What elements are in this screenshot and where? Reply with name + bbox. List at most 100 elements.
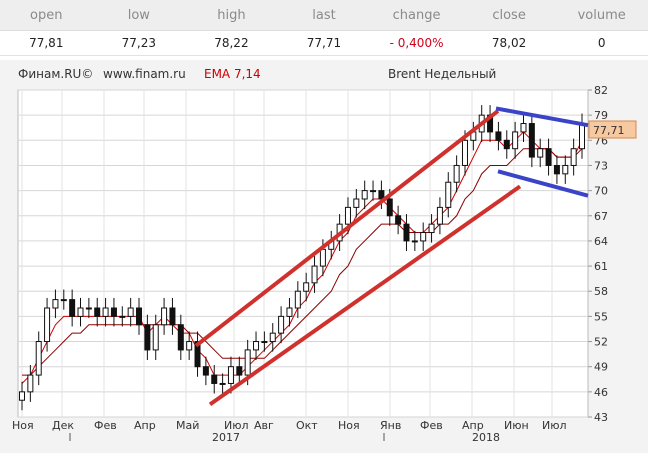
- candle-body: [370, 190, 377, 193]
- chart-source-label: Финам.RU©: [18, 67, 93, 81]
- candle-body: [236, 366, 243, 376]
- candle-body: [386, 198, 393, 217]
- candle-body: [219, 382, 226, 385]
- candle-body: [495, 131, 502, 141]
- candle-body: [453, 164, 460, 183]
- x-tick-label: Апр: [134, 419, 156, 432]
- y-tick-label: 73: [594, 159, 608, 172]
- quote-table: open low high last change close volume 7…: [0, 0, 648, 56]
- x-tick-label: Ноя: [338, 419, 360, 432]
- chart-title: Brent Недельный: [388, 67, 496, 81]
- candle-body: [161, 307, 168, 326]
- trend-channels: [194, 106, 589, 407]
- candle-body: [169, 307, 176, 326]
- candle-body: [579, 123, 585, 150]
- header-low: low: [92, 0, 186, 31]
- y-tick-label: 46: [594, 386, 608, 399]
- candle-body: [52, 299, 59, 309]
- candle-body: [503, 139, 510, 150]
- candle-body: [177, 324, 184, 351]
- candle-body: [395, 215, 402, 225]
- candle-body: [403, 223, 410, 242]
- candle-body: [294, 290, 301, 309]
- x-tick-label: Июл: [542, 419, 567, 432]
- candle-body: [378, 190, 385, 200]
- x-tick-label: Июл: [224, 419, 249, 432]
- value-close: 78,02: [462, 30, 556, 56]
- x-tick-label: Янв: [380, 419, 401, 432]
- candle-body: [69, 299, 76, 317]
- value-open: 77,81: [0, 30, 93, 56]
- header-volume: volume: [555, 0, 648, 31]
- candle-body: [85, 307, 92, 310]
- header-change: change: [370, 0, 463, 31]
- value-volume: 0: [555, 30, 648, 56]
- candle-body: [44, 307, 51, 343]
- value-high: 78,22: [185, 30, 278, 56]
- y-tick-label: 61: [594, 260, 608, 273]
- chart-area: Финам.RU© www.finam.ru EMA 7,14 Brent Не…: [0, 60, 648, 453]
- y-tick-label: 52: [594, 336, 608, 349]
- x-tick-label: Май: [176, 419, 199, 432]
- plot-area: [17, 89, 589, 418]
- candle-body: [211, 374, 218, 384]
- y-tick-label: 64: [594, 235, 608, 248]
- last-price-box: [588, 120, 637, 139]
- x-tick-label: Июн: [504, 419, 529, 432]
- candle-body: [411, 240, 418, 243]
- candle-body: [77, 307, 84, 317]
- candle-body: [19, 391, 25, 401]
- y-tick-label: 55: [594, 310, 608, 323]
- header-high: high: [185, 0, 278, 31]
- header-open: open: [0, 0, 93, 31]
- candle-body: [545, 148, 552, 166]
- candle-body: [136, 307, 143, 326]
- ema-line: [22, 148, 583, 376]
- upper-flag-line: [495, 106, 589, 128]
- header-last: last: [277, 0, 371, 31]
- chart-site-label: www.finam.ru: [103, 67, 186, 81]
- y-tick-label: 49: [594, 361, 608, 374]
- candle-body: [202, 366, 209, 376]
- lower-flag-line: [497, 169, 589, 198]
- candle-body: [361, 190, 368, 200]
- candle-body: [194, 341, 201, 368]
- upper-channel-line: [194, 109, 500, 348]
- value-change: - 0,400%: [370, 30, 463, 56]
- candle-body: [278, 315, 285, 334]
- y-tick-label: 58: [594, 285, 608, 298]
- last-price-label: 77,71: [593, 124, 625, 137]
- x-tick-label: Окт: [296, 419, 318, 432]
- candle-body: [428, 223, 435, 234]
- candle-body: [102, 307, 109, 317]
- candle-body: [512, 131, 519, 150]
- last-price-marker: 77,71: [588, 120, 637, 139]
- candle-body: [303, 282, 310, 292]
- y-tick-label: 82: [594, 84, 608, 97]
- y-tick-label: 43: [594, 411, 608, 424]
- candle-body: [353, 198, 360, 208]
- candle-body: [261, 341, 268, 344]
- candle-body: [461, 139, 468, 166]
- candle-body: [537, 148, 544, 158]
- candle-body: [110, 307, 117, 317]
- candle-body: [35, 341, 42, 376]
- candle-body: [319, 248, 326, 267]
- price-chart: Финам.RU© www.finam.ru EMA 7,14 Brent Не…: [12, 67, 637, 444]
- x-tick-label: Дек: [52, 419, 74, 432]
- x-tick-label: Апр: [462, 419, 484, 432]
- y-tick-label: 67: [594, 210, 608, 223]
- x-tick-label: Фев: [420, 419, 443, 432]
- candle-body: [144, 324, 151, 351]
- candle-body: [244, 349, 251, 376]
- y-tick-label: 70: [594, 185, 608, 198]
- candle-body: [562, 164, 569, 175]
- x-tick-label: Фев: [94, 419, 117, 432]
- candle-body: [253, 341, 260, 351]
- quote-header-row: open low high last change close volume: [0, 0, 648, 31]
- candle-body: [553, 164, 560, 175]
- candle-body: [311, 265, 318, 284]
- candle-body: [94, 307, 101, 317]
- value-last: 77,71: [277, 30, 371, 56]
